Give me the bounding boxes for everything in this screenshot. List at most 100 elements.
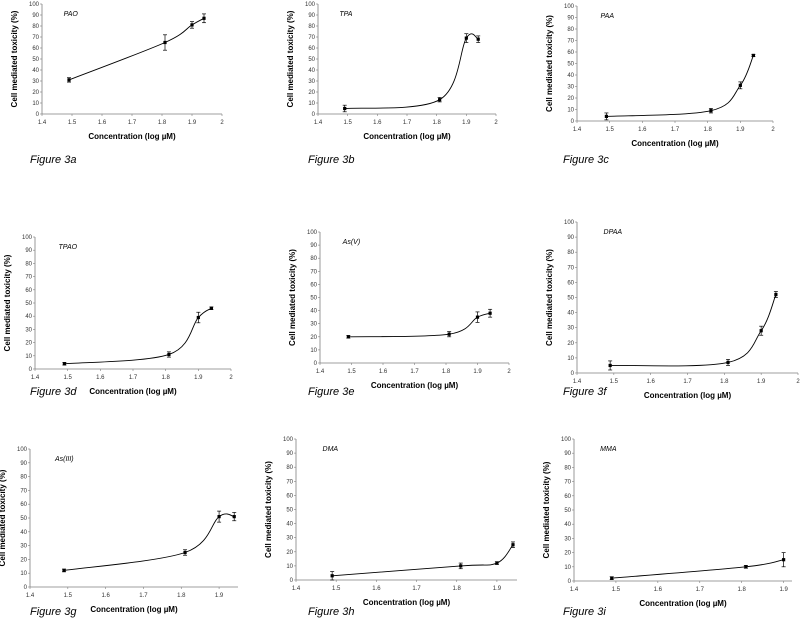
chart-title: DPAA xyxy=(604,229,623,236)
data-point xyxy=(209,306,213,310)
y-tick-label: 30 xyxy=(286,536,293,542)
y-tick-label: 20 xyxy=(567,96,574,102)
y-tick-label: 60 xyxy=(32,46,39,52)
x-tick-label: 1.9 xyxy=(493,586,502,592)
figure-caption: Figure 3i xyxy=(563,606,606,618)
y-tick-label: 90 xyxy=(310,243,317,249)
y-tick-label: 20 xyxy=(286,550,293,556)
data-point xyxy=(202,16,206,20)
y-tick-label: 60 xyxy=(308,46,315,52)
x-tick-label: 1.9 xyxy=(473,369,482,375)
data-point xyxy=(751,53,755,58)
y-tick-label: 60 xyxy=(567,280,574,286)
y-tick-label: 0 xyxy=(29,367,33,373)
y-tick-label: 10 xyxy=(567,356,574,362)
y-tick-label: 40 xyxy=(286,522,293,528)
y-tick-label: 90 xyxy=(20,461,27,467)
y-tick-label: 20 xyxy=(308,90,315,96)
y-tick-label: 40 xyxy=(308,68,315,74)
y-tick-label: 0 xyxy=(290,578,294,584)
chart-panel: 0 10 20 30 40 50 60 70 80 90 100 1.4 1.5 1.6 1.7 1.8 1.9… xyxy=(272,220,522,410)
series-line xyxy=(606,55,754,117)
y-tick-label: 30 xyxy=(567,85,574,91)
y-axis-label: Cell mediated toxicity (%) xyxy=(542,461,551,558)
y-tick-label: 70 xyxy=(20,488,27,494)
x-tick-label: 1.9 xyxy=(188,120,197,126)
series-line xyxy=(611,559,784,579)
x-axis-label: Concentration (log µM) xyxy=(90,605,178,614)
chart-title: PAO xyxy=(64,11,79,18)
y-tick-label: 50 xyxy=(32,57,39,63)
series-line xyxy=(332,544,514,577)
x-tick-label: 2 xyxy=(507,369,511,375)
data-point xyxy=(232,515,236,519)
x-tick-label: 1.4 xyxy=(316,369,325,375)
y-tick-label: 50 xyxy=(567,296,574,302)
x-tick-label: 1.4 xyxy=(292,586,301,592)
y-tick-label: 100 xyxy=(29,2,40,8)
y-tick-label: 80 xyxy=(286,465,293,471)
y-tick-label: 90 xyxy=(25,248,32,254)
data-point xyxy=(163,40,167,45)
x-tick-label: 1.6 xyxy=(646,379,655,385)
y-tick-label: 50 xyxy=(308,57,315,63)
y-tick-label: 0 xyxy=(314,361,318,367)
y-tick-label: 70 xyxy=(567,39,574,45)
data-point xyxy=(476,37,480,41)
data-point xyxy=(738,83,742,87)
x-axis-label: Concentration (log µM) xyxy=(371,381,459,390)
x-tick-label: 1.7 xyxy=(410,369,419,375)
series-line xyxy=(68,17,205,81)
x-tick-label: 2 xyxy=(796,379,800,385)
data-point xyxy=(759,329,763,333)
y-tick-label: 100 xyxy=(305,2,316,8)
series-line xyxy=(64,307,212,365)
y-tick-label: 70 xyxy=(567,265,574,271)
x-tick-label: 1.4 xyxy=(570,587,579,593)
y-tick-label: 70 xyxy=(286,479,293,485)
y-tick-label: 100 xyxy=(561,437,572,443)
y-tick-label: 50 xyxy=(286,508,293,514)
y-tick-label: 60 xyxy=(286,493,293,499)
figure-caption: Figure 3a xyxy=(30,154,77,166)
chart-panel: 0 10 20 30 40 50 60 70 80 90 100 1.4 1.5 1.6 1.7 1.8 1.9… xyxy=(540,0,800,190)
data-point xyxy=(782,558,786,562)
y-tick-label: 100 xyxy=(564,4,575,10)
y-tick-label: 100 xyxy=(307,230,318,236)
data-point xyxy=(608,363,612,368)
y-tick-label: 80 xyxy=(310,256,317,262)
x-tick-label: 2 xyxy=(220,120,224,126)
y-tick-label: 40 xyxy=(567,311,574,317)
data-point xyxy=(511,543,515,547)
chart-panel: 0 10 20 30 40 50 60 70 80 90 100 1.4 1.5 1.6 1.7 1.8 1.9… xyxy=(0,220,250,410)
chart-title: PAA xyxy=(601,13,615,20)
y-tick-label: 70 xyxy=(310,269,317,275)
data-point xyxy=(604,114,608,118)
data-point xyxy=(330,574,334,578)
y-tick-label: 50 xyxy=(310,296,317,302)
y-tick-label: 10 xyxy=(564,565,571,571)
chart-svg: 0 10 20 30 40 50 60 70 80 90 100 1.4 1.5 1.6 1.7 1.8 1.9… xyxy=(542,437,792,608)
chart-svg: 0 10 20 30 40 50 60 70 80 90 100 1.4 1.5 1.6 1.7 1.8 1.9… xyxy=(288,230,511,390)
x-tick-label: 1.6 xyxy=(379,369,388,375)
x-tick-label: 1.8 xyxy=(703,127,712,133)
data-point xyxy=(459,564,463,568)
data-point xyxy=(709,109,713,113)
x-tick-label: 1.7 xyxy=(671,127,680,133)
figure-caption: Figure 3g xyxy=(30,606,77,618)
y-tick-label: 40 xyxy=(567,73,574,79)
y-tick-label: 0 xyxy=(24,585,28,591)
chart-panel: 0 10 20 30 40 50 60 70 80 90 100 1.4 1.5 1.6 1.7 1.8 1.9… xyxy=(0,0,250,190)
figure-caption: Figure 3f xyxy=(563,386,607,398)
x-tick-label: 1.4 xyxy=(314,120,323,126)
x-tick-label: 1.6 xyxy=(96,375,105,381)
x-tick-label: 1.5 xyxy=(610,379,619,385)
data-point xyxy=(610,576,614,580)
x-tick-label: 1.9 xyxy=(757,379,766,385)
chart-panel: 0 10 20 30 40 50 60 70 80 90 100 1.4 1.5 1.6 1.7 1.8 1.9… xyxy=(272,0,522,190)
y-tick-label: 10 xyxy=(32,101,39,107)
x-axis-label: Concentration (log µM) xyxy=(644,391,732,400)
x-tick-label: 2 xyxy=(494,120,498,126)
x-tick-label: 1.7 xyxy=(128,120,137,126)
chart-title: TPA xyxy=(339,11,352,18)
